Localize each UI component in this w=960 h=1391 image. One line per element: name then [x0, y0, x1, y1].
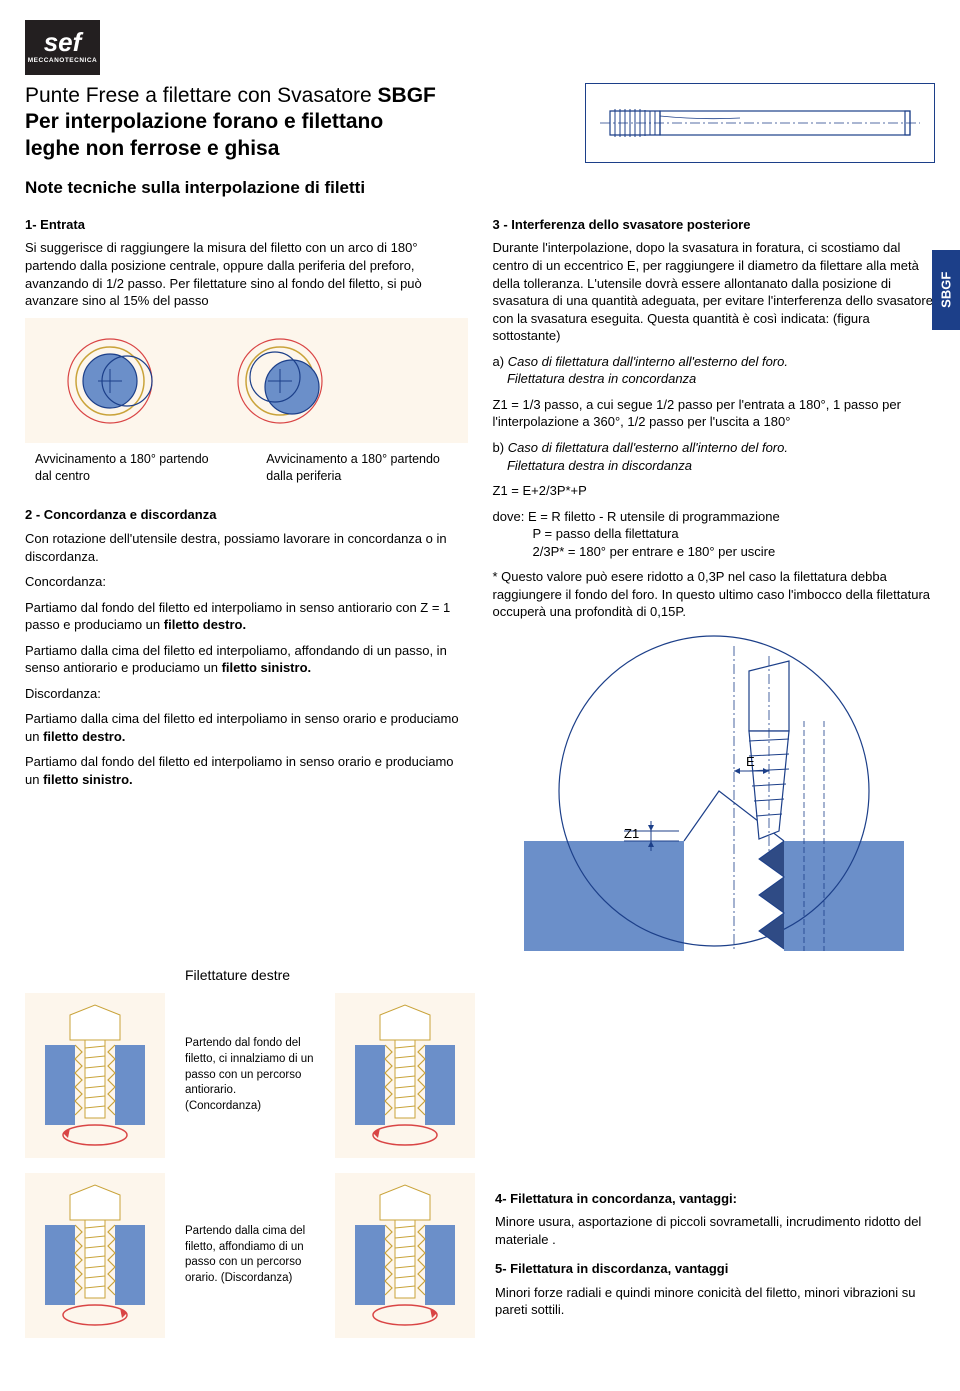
circle-diagrams — [25, 318, 468, 443]
svg-text:Z1: Z1 — [624, 826, 639, 841]
svg-text:E: E — [746, 754, 755, 769]
sec2-discordanza: Discordanza: — [25, 685, 468, 703]
sec2-p2: Partiamo dal fondo del filetto ed interp… — [25, 599, 468, 634]
sec1-text: Si suggerisce di raggiungere la misura d… — [25, 239, 468, 309]
thread-illus-2 — [335, 993, 475, 1158]
sec3-title: 3 - Interferenza dello svasatore posteri… — [493, 216, 936, 234]
logo-subtext: MECCANOTECNICA — [28, 57, 97, 66]
thread-illus-4 — [335, 1173, 475, 1338]
thread-cap-2: Partendo dalla cima del filetto, affondi… — [185, 1224, 315, 1286]
caption-1: Avvicinamento a 180° partendo dal centro — [35, 451, 226, 485]
side-tab: SBGF — [932, 250, 960, 330]
sec3-note: * Questo valore può esere ridotto a 0,3P… — [493, 568, 936, 621]
sec3-eq: Z1 = E+2/3P*+P — [493, 482, 936, 500]
page-title: Punte Frese a filettare con Svasatore SB… — [25, 83, 555, 162]
tool-illustration — [585, 83, 935, 163]
sec2-p4: Partiamo dalla cima del filetto ed inter… — [25, 710, 468, 745]
rh-thread-title: Filettature destre — [25, 966, 935, 985]
sec3-a: a) Caso di filettatura dall'interno all'… — [493, 353, 936, 388]
thread-cap-1: Partendo dal fondo del filetto, ci innal… — [185, 1036, 315, 1114]
sec3-p1: Durante l'interpolazione, dopo la svasat… — [493, 239, 936, 344]
sec2-concordanza: Concordanza: — [25, 573, 468, 591]
thread-illus-1 — [25, 993, 165, 1158]
sec4-p: Minore usura, asportazione di piccoli so… — [495, 1213, 935, 1248]
sec5-p: Minori forze radiali e quindi minore con… — [495, 1284, 935, 1319]
sec2-title: 2 - Concordanza e discordanza — [25, 506, 468, 524]
sec5-title: 5- Filettatura in discordanza, vantaggi — [495, 1260, 935, 1278]
circle-captions: Avvicinamento a 180° partendo dal centro… — [25, 443, 468, 493]
sec3-b: b) Caso di filettatura dall'esterno all'… — [493, 439, 936, 474]
caption-2: Avvicinamento a 180° partendo dalla peri… — [266, 451, 457, 485]
interference-diagram: E Z1 — [493, 631, 936, 951]
sec2-p1: Con rotazione dell'utensile destra, poss… — [25, 530, 468, 565]
subtitle: Note tecniche sulla interpolazione di fi… — [25, 177, 935, 200]
sec3-a-p: Z1 = 1/3 passo, a cui segue 1/2 passo pe… — [493, 396, 936, 431]
side-tab-label: SBGF — [937, 272, 955, 308]
sec2-p5: Partiamo dal fondo del filetto ed interp… — [25, 753, 468, 788]
brand-logo: sef MECCANOTECNICA — [25, 20, 100, 75]
thread-illus-3 — [25, 1173, 165, 1338]
sec3-dove: dove: E = R filetto - R utensile di prog… — [493, 508, 936, 561]
sec1-title: 1- Entrata — [25, 216, 468, 234]
logo-text: sef — [44, 29, 82, 55]
sec4-title: 4- Filettatura in concordanza, vantaggi: — [495, 1190, 935, 1208]
sec2-p3: Partiamo dalla cima del filetto ed inter… — [25, 642, 468, 677]
